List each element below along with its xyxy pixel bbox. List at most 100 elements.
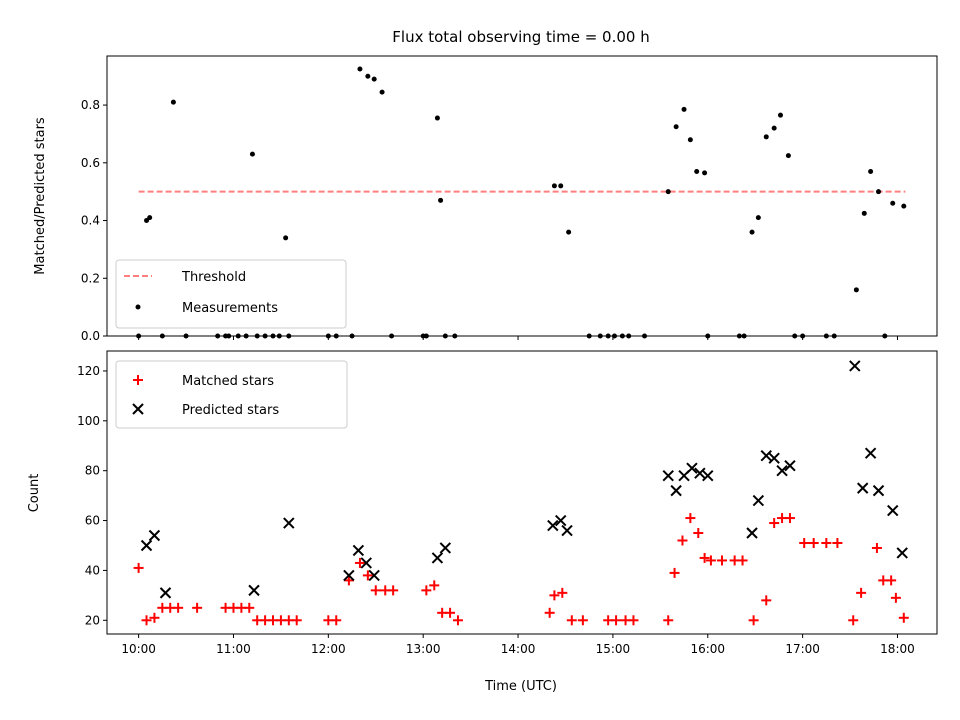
- predicted-point: [887, 504, 899, 517]
- predicted-point: [431, 552, 444, 564]
- matched-point: [141, 615, 152, 626]
- legend-matched-marker: [133, 375, 143, 385]
- bottom-y-tick-label: 20: [85, 613, 100, 627]
- legend-matched-label: Matched stars: [182, 374, 274, 389]
- measurement-point: [876, 189, 882, 195]
- matched-point: [663, 615, 674, 626]
- bottom-y-tick-label: 120: [77, 364, 100, 378]
- measurement-point: [379, 89, 385, 95]
- matched-point: [343, 575, 354, 586]
- legend-measurements-marker: [135, 304, 141, 310]
- x-tick-label: 12:00: [311, 642, 346, 656]
- predicted-point: [849, 360, 861, 372]
- predicted-point: [776, 464, 788, 477]
- predicted-point: [283, 517, 295, 529]
- measurement-point: [558, 183, 564, 189]
- legend-predicted-marker: [132, 403, 144, 415]
- matched-point: [699, 552, 710, 563]
- bottom-y-tick-label: 60: [85, 514, 100, 528]
- top-axes-frame: [106, 55, 938, 337]
- top-y-tick-label: 0.0: [81, 329, 100, 343]
- matched-point: [291, 615, 302, 626]
- x-tick-label: 18:00: [880, 642, 915, 656]
- measurement-point: [357, 66, 363, 72]
- matched-point: [669, 567, 680, 578]
- predicted-point: [872, 484, 885, 497]
- measurement-point: [673, 124, 679, 130]
- predicted-point: [702, 469, 714, 482]
- x-tick-label: 11:00: [216, 642, 251, 656]
- matched-point: [557, 587, 568, 598]
- x-axis-label: Time (UTC): [484, 679, 557, 694]
- measurement-point: [681, 106, 687, 112]
- matched-point: [577, 615, 588, 626]
- bottom-y-ticks: 20 40 60 80 100 120: [77, 364, 107, 627]
- measurement-point: [170, 99, 176, 105]
- predicted-point: [856, 482, 869, 494]
- matched-point: [890, 592, 901, 603]
- matched-point: [452, 615, 463, 626]
- matched-point: [192, 602, 203, 613]
- matched-point: [808, 537, 819, 548]
- x-tick-label: 14:00: [501, 642, 536, 656]
- bottom-y-axis-label: Count: [27, 474, 42, 513]
- matched-point: [871, 542, 882, 553]
- measurement-point: [665, 189, 671, 195]
- measurement-point: [438, 197, 444, 203]
- matched-point: [566, 615, 577, 626]
- legend-measurements-label: Measurements: [182, 301, 278, 316]
- matched-point: [856, 587, 867, 598]
- predicted-point: [140, 539, 153, 552]
- measurement-point: [365, 73, 371, 79]
- matched-point: [821, 537, 832, 548]
- predicted-point: [547, 519, 559, 532]
- measurement-point: [771, 125, 777, 131]
- predicted-point: [746, 527, 758, 539]
- measurement-point: [763, 134, 769, 140]
- predicted-point: [694, 467, 706, 479]
- measurement-point: [755, 215, 761, 221]
- measurement-point: [283, 235, 289, 241]
- top-y-axis-label: Matched/Predicted stars: [33, 117, 48, 275]
- top-y-tick-label: 0.2: [81, 271, 100, 285]
- predicted-point: [561, 524, 573, 537]
- measurement-point: [901, 203, 907, 209]
- top-y-tick-label: 0.6: [81, 156, 100, 170]
- bottom-panel: 20 40 60 80 100 120 10:00 11:00 12:00 13:00 14:00…: [27, 350, 938, 694]
- chart-title: Flux total observing time = 0.00 h: [392, 28, 649, 46]
- matched-point: [173, 602, 184, 613]
- predicted-point: [555, 514, 567, 527]
- bottom-axes-frame: [106, 350, 938, 635]
- predicted-point: [760, 450, 772, 462]
- x-tick-label: 16:00: [690, 642, 725, 656]
- bottom-y-tick-label: 80: [85, 464, 100, 478]
- bottom-marks: [133, 360, 909, 626]
- measurement-point: [371, 76, 377, 82]
- top-x-ticks: [138, 336, 898, 340]
- top-y-tick-label: 0.8: [81, 98, 100, 112]
- measurement-point: [702, 170, 708, 176]
- matched-point: [677, 535, 688, 546]
- legend-plus-glyph: [133, 375, 143, 385]
- measurement-point: [566, 229, 572, 235]
- legend-predicted-label: Predicted stars: [182, 403, 279, 418]
- predicted-point: [670, 484, 682, 497]
- measurement-point: [687, 137, 693, 143]
- measurement-point: [694, 168, 700, 174]
- matched-point: [244, 602, 255, 613]
- matched-point: [748, 615, 759, 626]
- predicted-point: [159, 587, 172, 599]
- matched-point: [628, 615, 639, 626]
- matched-point: [331, 615, 342, 626]
- x-tick-label: 10:00: [121, 642, 156, 656]
- matched-point: [705, 555, 716, 566]
- bottom-legend-box: [115, 360, 348, 429]
- measurement-point: [861, 210, 867, 216]
- predicted-point: [768, 452, 780, 464]
- matched-point: [832, 537, 843, 548]
- measurement-point: [853, 287, 859, 293]
- matched-point: [716, 555, 727, 566]
- matched-point: [445, 607, 456, 618]
- matched-point: [761, 595, 772, 606]
- x-tick-label: 17:00: [785, 642, 820, 656]
